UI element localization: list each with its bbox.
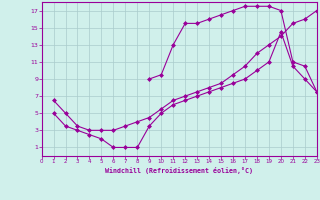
X-axis label: Windchill (Refroidissement éolien,°C): Windchill (Refroidissement éolien,°C) bbox=[105, 167, 253, 174]
